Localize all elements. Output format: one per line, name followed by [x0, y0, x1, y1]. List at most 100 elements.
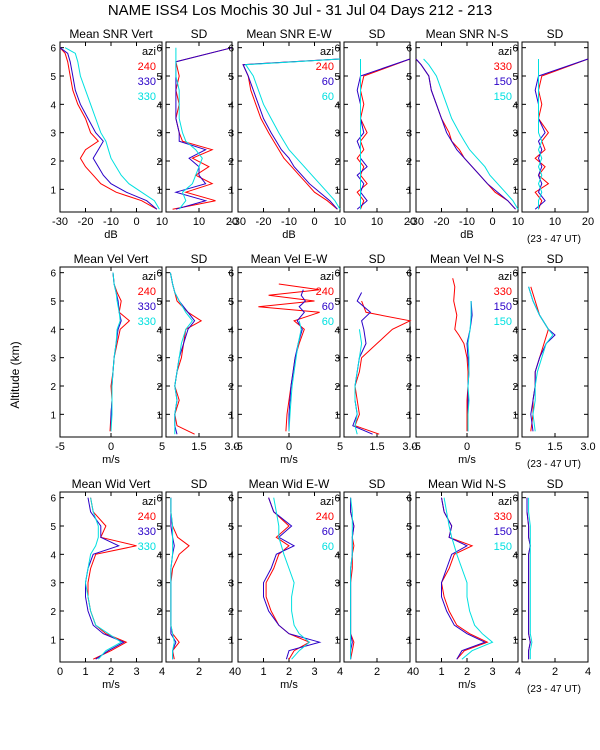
y-tick-label: 1 — [512, 410, 518, 421]
legend-entry-blue: 150 — [494, 301, 512, 313]
y-tick-label: 4 — [334, 325, 340, 336]
panel-title: SD — [547, 27, 564, 41]
x-tick-label: 1 — [82, 666, 88, 678]
y-tick-label: 3 — [156, 579, 162, 590]
x-tick-label: 2 — [552, 666, 558, 678]
x-tick-label: -10 — [459, 216, 475, 228]
x-axis-label: m/s — [458, 454, 476, 466]
y-tick-label: 3 — [50, 579, 56, 590]
y-tick-label: 4 — [228, 325, 234, 336]
series-line-cyan — [175, 47, 203, 210]
series-line-red — [258, 283, 320, 432]
legend-entry-blue: 150 — [494, 76, 512, 88]
panel-wid-ns: 1 2 3 4 5 6 0 1 2 3 4 Mean Wid N-S m/s azi 330 150 150 — [406, 477, 521, 691]
x-tick-label: 3 — [311, 666, 317, 678]
x-tick-label: -20 — [78, 216, 94, 228]
legend-entry-red: 240 — [138, 286, 156, 298]
plot-frame — [521, 41, 589, 213]
y-tick-label: 5 — [156, 72, 162, 83]
x-tick-label: 5 — [515, 441, 521, 453]
x-tick-label: 3 — [133, 666, 139, 678]
series-line-blue — [534, 58, 589, 210]
x-tick-label: 10 — [334, 216, 346, 228]
legend-entry-red: 240 — [316, 511, 334, 523]
y-tick-label: 3 — [512, 579, 518, 590]
y-tick-label: 3 — [406, 579, 412, 590]
x-tick-label: 10 — [512, 216, 524, 228]
y-tick-label: 2 — [156, 157, 162, 168]
y-tick-label: 1 — [334, 410, 340, 421]
x-tick-label: 1 — [260, 666, 266, 678]
y-tick-label: 4 — [406, 325, 412, 336]
x-tick-label: 20 — [404, 216, 416, 228]
y-tick-label: 2 — [50, 382, 56, 393]
y-tick-label: 6 — [512, 494, 518, 505]
series-line-cyan — [273, 497, 311, 660]
panel-title: Mean SNR N-S — [426, 27, 509, 41]
x-tick-label: 0 — [108, 441, 114, 453]
page-title: NAME ISS4 Los Mochis 30 Jul - 31 Jul 04 … — [108, 2, 492, 19]
panel-title: Mean Vel E-W — [251, 252, 328, 266]
legend-entry-cyan: 60 — [322, 541, 334, 553]
y-tick-label: 1 — [512, 185, 518, 196]
legend-entry-cyan: 330 — [138, 91, 156, 103]
x-tick-label: -5 — [55, 441, 65, 453]
x-tick-label: 10 — [193, 216, 205, 228]
x-tick-label: 4 — [407, 666, 413, 678]
series-line-red — [356, 58, 411, 210]
y-tick-label: 5 — [156, 297, 162, 308]
y-tick-label: 1 — [406, 410, 412, 421]
x-axis-label: m/s — [280, 679, 298, 691]
panel-title: SD — [191, 27, 208, 41]
panel-title: Mean Wid E-W — [249, 477, 330, 491]
panel-wid-ns-sd: 1 2 3 4 5 6 2 4 SD (23 - 47 UT) — [512, 477, 591, 695]
y-tick-label: 4 — [156, 100, 162, 111]
x-tick-label: 5 — [159, 441, 165, 453]
panel-snr-vert-sd: 1 2 3 4 5 6 10 20 SD — [156, 27, 238, 228]
x-tick-label: 2 — [108, 666, 114, 678]
y-tick-label: 1 — [228, 410, 234, 421]
x-tick-label: 3.0 — [402, 441, 417, 453]
series-line-blue — [526, 497, 531, 660]
y-tick-label: 2 — [334, 157, 340, 168]
panel-title: Mean Vel N-S — [430, 252, 504, 266]
y-tick-label: 3 — [334, 354, 340, 365]
y-tick-label: 6 — [156, 269, 162, 280]
panel-title: Mean Wid Vert — [72, 477, 151, 491]
x-tick-label: 0 — [57, 666, 63, 678]
y-tick-label: 2 — [50, 607, 56, 618]
x-tick-label: 3 — [489, 666, 495, 678]
x-tick-label: 10 — [371, 216, 383, 228]
series-line-cyan — [354, 329, 363, 435]
series-line-cyan — [84, 497, 123, 660]
series-line-cyan — [110, 272, 121, 432]
y-tick-label: 5 — [512, 522, 518, 533]
y-tick-label: 1 — [156, 635, 162, 646]
panel-wid-vert-sd: 1 2 3 4 5 6 2 4 SD — [156, 477, 235, 678]
series-line-red — [534, 58, 589, 210]
y-tick-label: 2 — [228, 607, 234, 618]
legend-entry-red: 330 — [494, 286, 512, 298]
legend-entry-cyan: 330 — [138, 316, 156, 328]
series-line-red — [170, 497, 190, 660]
y-tick-label: 6 — [228, 494, 234, 505]
legend-header: azi — [142, 46, 156, 58]
x-axis-label: dB — [104, 229, 117, 241]
plot-frame — [343, 41, 411, 213]
series-line-blue — [242, 58, 341, 210]
series-line-cyan — [244, 58, 341, 210]
y-tick-label: 6 — [406, 269, 412, 280]
x-tick-label: -5 — [233, 441, 243, 453]
x-tick-label: 0 — [235, 666, 241, 678]
y-tick-label: 5 — [50, 297, 56, 308]
legend-header: azi — [320, 271, 334, 283]
x-tick-label: 4 — [337, 666, 343, 678]
series-line-blue — [441, 497, 487, 660]
y-tick-label: 2 — [156, 382, 162, 393]
series-line-blue — [415, 58, 516, 210]
legend-entry-red: 330 — [494, 61, 512, 73]
y-tick-label: 5 — [156, 522, 162, 533]
panel-title: SD — [547, 477, 564, 491]
y-tick-label: 2 — [156, 607, 162, 618]
x-axis-label: m/s — [458, 679, 476, 691]
